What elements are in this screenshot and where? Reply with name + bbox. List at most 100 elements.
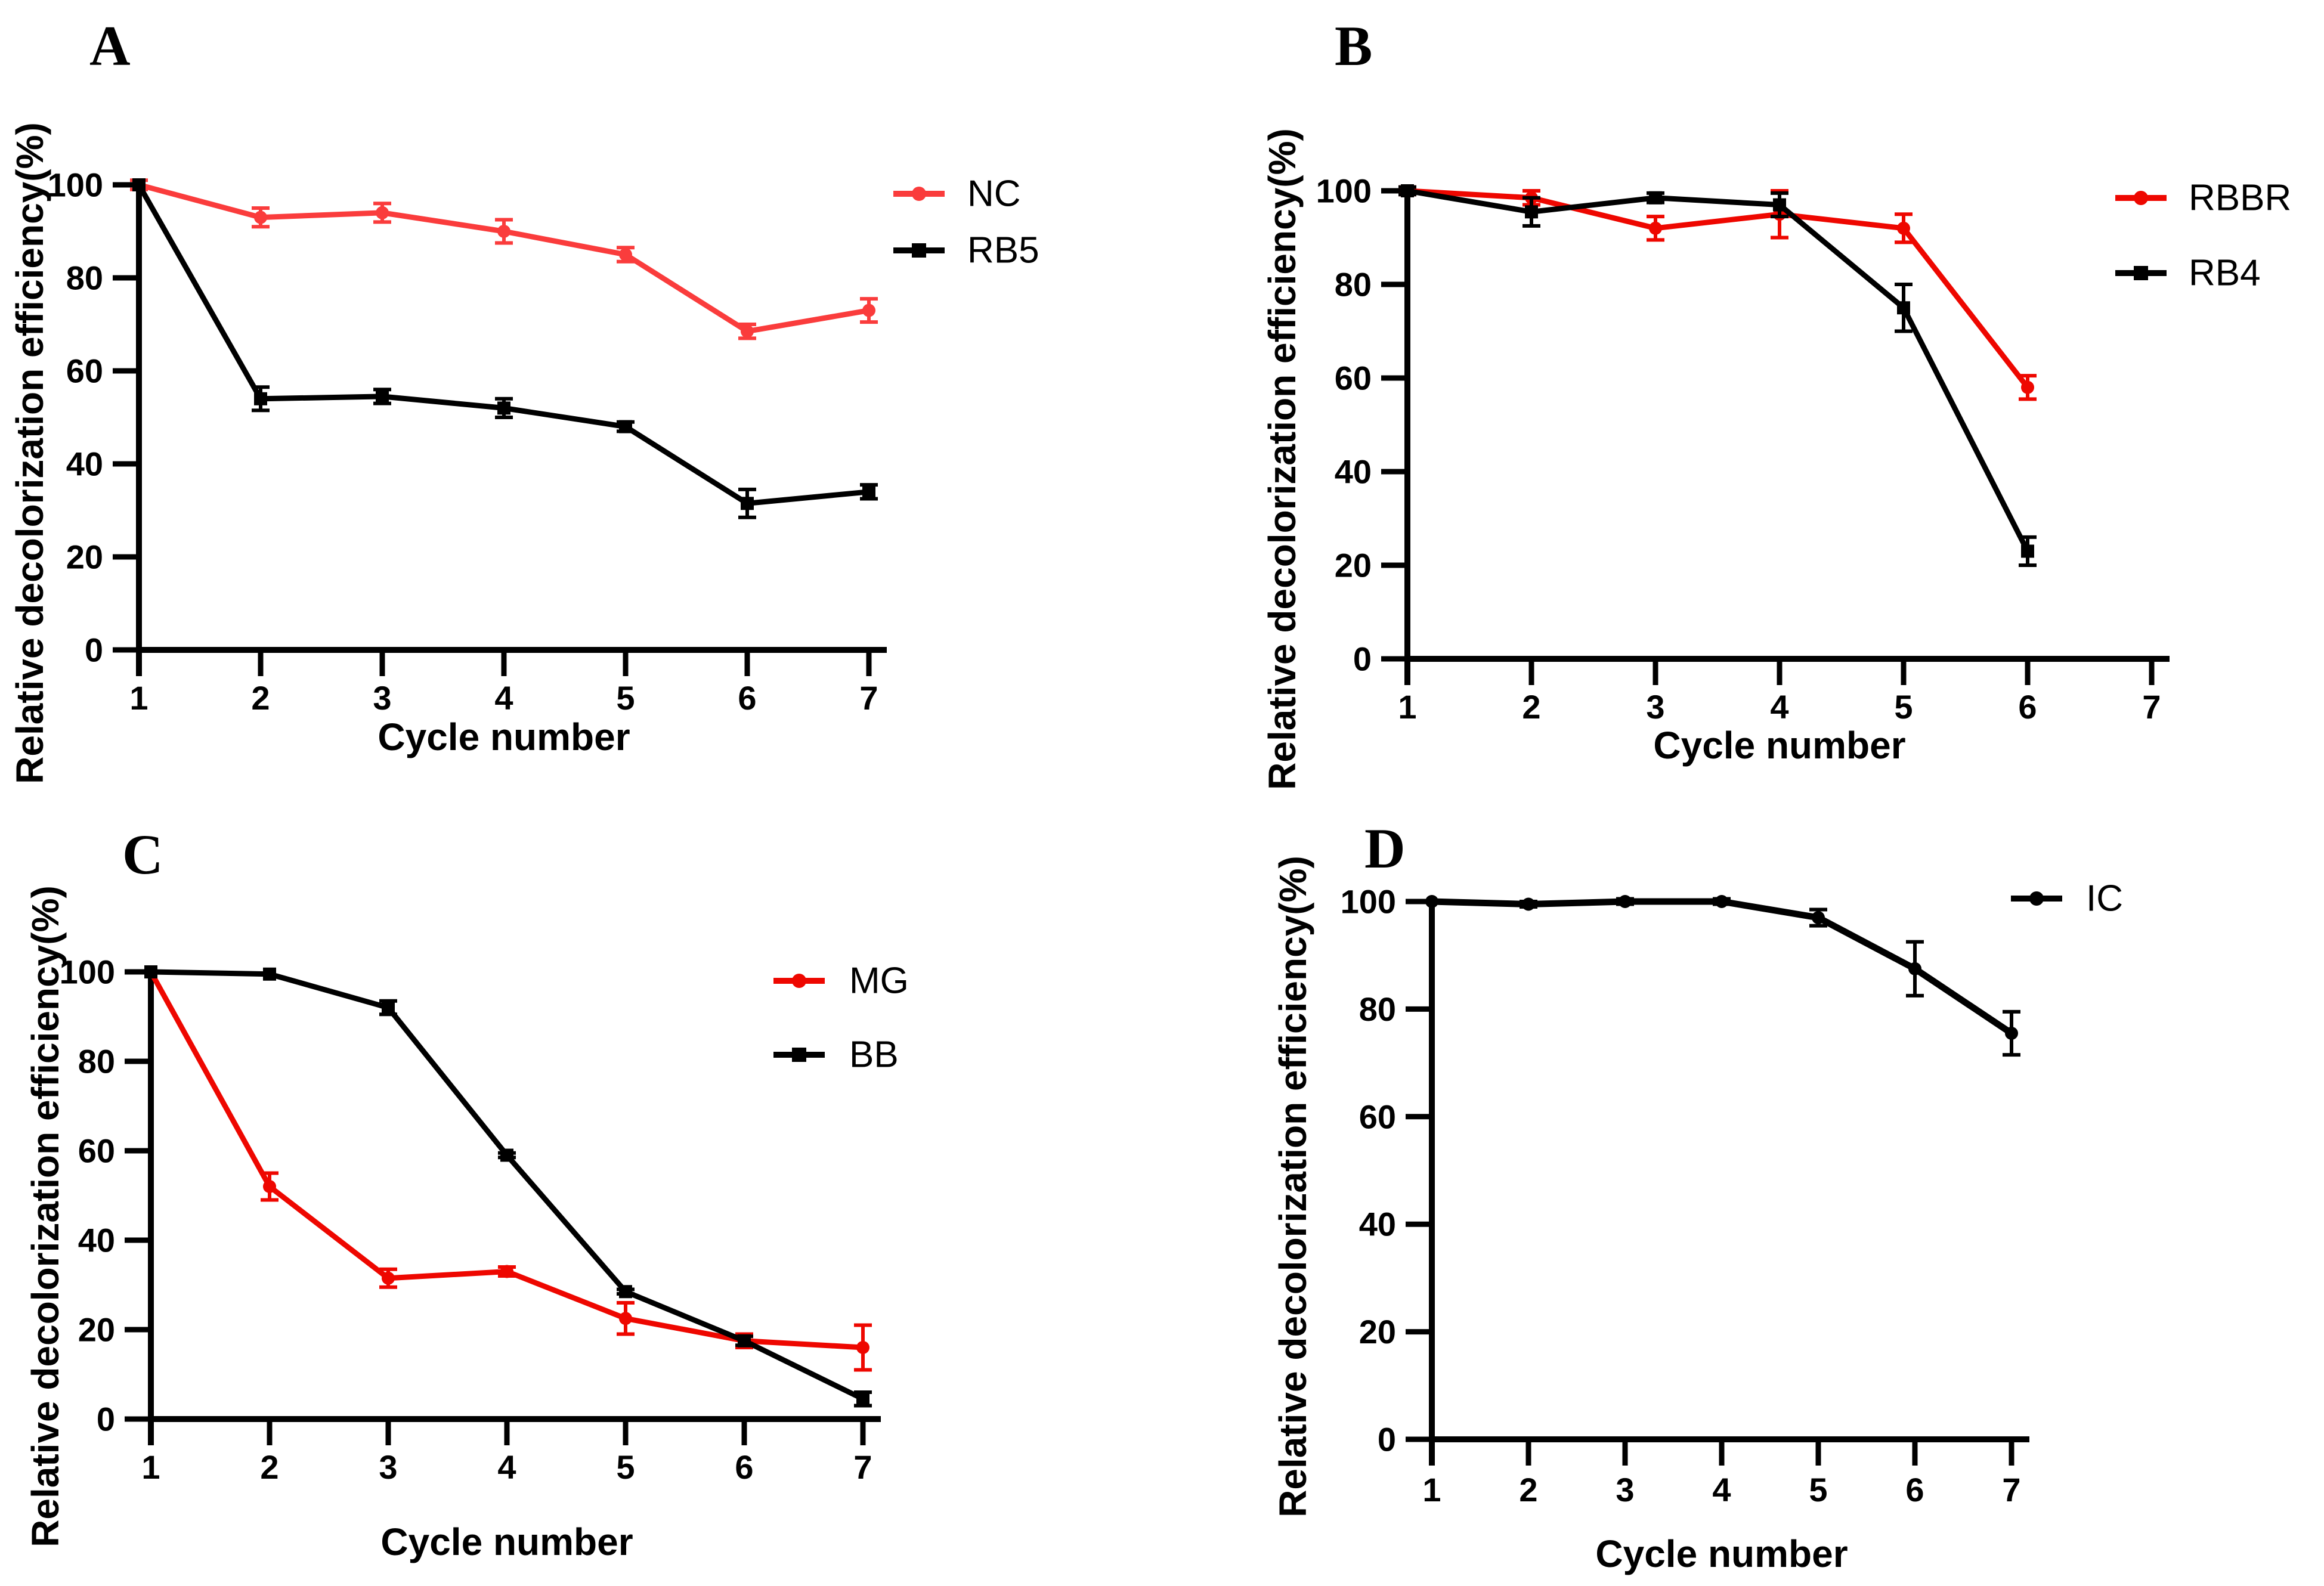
data-point bbox=[2005, 1026, 2018, 1040]
data-point bbox=[619, 1312, 632, 1325]
y-tick-label: 80 bbox=[78, 1043, 115, 1080]
data-point bbox=[1522, 897, 1535, 911]
data-point bbox=[376, 206, 389, 219]
y-tick-label: 0 bbox=[1353, 640, 1372, 678]
x-tick-label: 3 bbox=[379, 1448, 397, 1486]
x-tick-label: 4 bbox=[497, 1448, 516, 1486]
data-point bbox=[2021, 380, 2034, 394]
x-tick-label: 2 bbox=[1522, 688, 1540, 726]
y-tick-label: 60 bbox=[78, 1132, 115, 1170]
series-mg bbox=[144, 965, 872, 1372]
data-point bbox=[2021, 544, 2034, 558]
data-point bbox=[1401, 184, 1414, 197]
legend: MG BB bbox=[773, 961, 909, 1076]
y-axis-title: Relative decolorization efficiency(%) bbox=[1261, 128, 1304, 790]
data-point bbox=[1773, 198, 1786, 212]
y-tick-label: 20 bbox=[1335, 547, 1372, 584]
data-point bbox=[1425, 895, 1438, 908]
legend-label: IC bbox=[2086, 878, 2123, 919]
series-ic bbox=[1425, 895, 2020, 1057]
data-point bbox=[263, 1180, 276, 1193]
x-tick-label: 3 bbox=[1616, 1471, 1634, 1508]
panel-b-chart: 0 20 40 60 80 100 1 2 3 4 5 6 7 Cycle number Relative … bbox=[1261, 128, 2291, 790]
x-tick-label: 4 bbox=[1712, 1471, 1731, 1508]
legend-marker bbox=[912, 187, 926, 201]
data-point bbox=[1812, 911, 1825, 925]
legend-marker bbox=[2029, 891, 2044, 906]
x-tick-label: 3 bbox=[1646, 688, 1664, 726]
y-tick-label: 60 bbox=[1335, 360, 1372, 397]
data-point bbox=[144, 965, 157, 978]
y-tick-label: 40 bbox=[1335, 453, 1372, 491]
panel-c-label: C bbox=[122, 823, 163, 886]
x-axis-title: Cycle number bbox=[380, 1520, 633, 1563]
legend: RBBR RB4 bbox=[2115, 178, 2291, 294]
x-tick-label: 5 bbox=[1894, 688, 1913, 726]
y-tick-label: 100 bbox=[1316, 172, 1372, 210]
panel-a-label: A bbox=[89, 14, 131, 78]
data-point bbox=[619, 1285, 632, 1299]
series-line bbox=[138, 182, 869, 334]
data-point bbox=[862, 485, 875, 498]
x-tick-label: 1 bbox=[1398, 688, 1416, 726]
x-tick-label: 7 bbox=[853, 1448, 872, 1486]
data-point bbox=[1908, 962, 1921, 975]
data-point bbox=[1525, 205, 1538, 219]
y-axis-title: Relative decolorization efficiency(%) bbox=[24, 885, 67, 1547]
data-point bbox=[500, 1265, 513, 1278]
x-tick-label: 2 bbox=[1519, 1471, 1537, 1508]
y-tick-label: 40 bbox=[66, 445, 103, 483]
x-tick-label: 6 bbox=[1905, 1471, 1924, 1508]
x-tick-label: 2 bbox=[251, 679, 270, 717]
series-line bbox=[1407, 188, 2031, 553]
y-tick-label: 20 bbox=[1359, 1313, 1396, 1350]
panel-d-label: D bbox=[1364, 817, 1406, 880]
y-tick-label: 0 bbox=[97, 1401, 115, 1438]
y-tick-label: 0 bbox=[85, 631, 103, 669]
data-point bbox=[1649, 221, 1662, 235]
data-point bbox=[1897, 301, 1910, 315]
x-tick-label: 6 bbox=[2018, 688, 2037, 726]
x-tick-label: 7 bbox=[2002, 1471, 2020, 1508]
data-point bbox=[741, 324, 754, 338]
panel-c-chart: 0 20 40 60 80 100 1 2 3 4 5 6 7 Cycle number Relative … bbox=[24, 885, 909, 1563]
data-point bbox=[376, 389, 389, 403]
legend-marker bbox=[792, 974, 806, 988]
y-axis-title: Relative decolorization efficiency(%) bbox=[8, 122, 51, 784]
data-point bbox=[263, 967, 276, 981]
x-tick-label: 1 bbox=[141, 1448, 160, 1486]
y-tick-label: 100 bbox=[48, 166, 103, 204]
y-tick-label: 100 bbox=[60, 953, 115, 991]
data-point bbox=[382, 1001, 395, 1014]
y-tick-label: 60 bbox=[1359, 1098, 1396, 1135]
data-point bbox=[619, 248, 632, 261]
data-point bbox=[741, 497, 754, 510]
x-axis-title: Cycle number bbox=[1595, 1532, 1848, 1575]
x-axis-title: Cycle number bbox=[1653, 724, 1905, 767]
x-tick-label: 1 bbox=[1422, 1471, 1441, 1508]
data-point bbox=[1897, 221, 1910, 235]
x-tick-label: 7 bbox=[859, 679, 878, 717]
y-tick-label: 100 bbox=[1341, 883, 1396, 921]
panel-d-chart: 0 20 40 60 80 100 1 2 3 4 5 6 7 Cycle number Relative … bbox=[1271, 856, 2123, 1575]
data-point bbox=[1715, 895, 1728, 908]
series-rb5 bbox=[132, 178, 878, 519]
x-axis-title: Cycle number bbox=[377, 715, 630, 758]
data-point bbox=[856, 1341, 869, 1354]
data-point bbox=[619, 420, 632, 433]
legend-label: RBBR bbox=[2189, 178, 2291, 219]
series-line bbox=[150, 969, 864, 1402]
x-tick-label: 7 bbox=[2142, 688, 2161, 726]
legend-marker bbox=[2134, 266, 2148, 280]
y-tick-label: 20 bbox=[78, 1311, 115, 1349]
legend-marker bbox=[2134, 191, 2148, 205]
y-tick-label: 80 bbox=[66, 259, 103, 297]
data-point bbox=[254, 392, 267, 405]
legend: NC RB5 bbox=[893, 174, 1039, 271]
series-nc bbox=[130, 178, 878, 340]
x-tick-label: 5 bbox=[1809, 1471, 1827, 1508]
x-tick-label: 6 bbox=[738, 679, 756, 717]
series-rbbr bbox=[1398, 184, 2037, 401]
